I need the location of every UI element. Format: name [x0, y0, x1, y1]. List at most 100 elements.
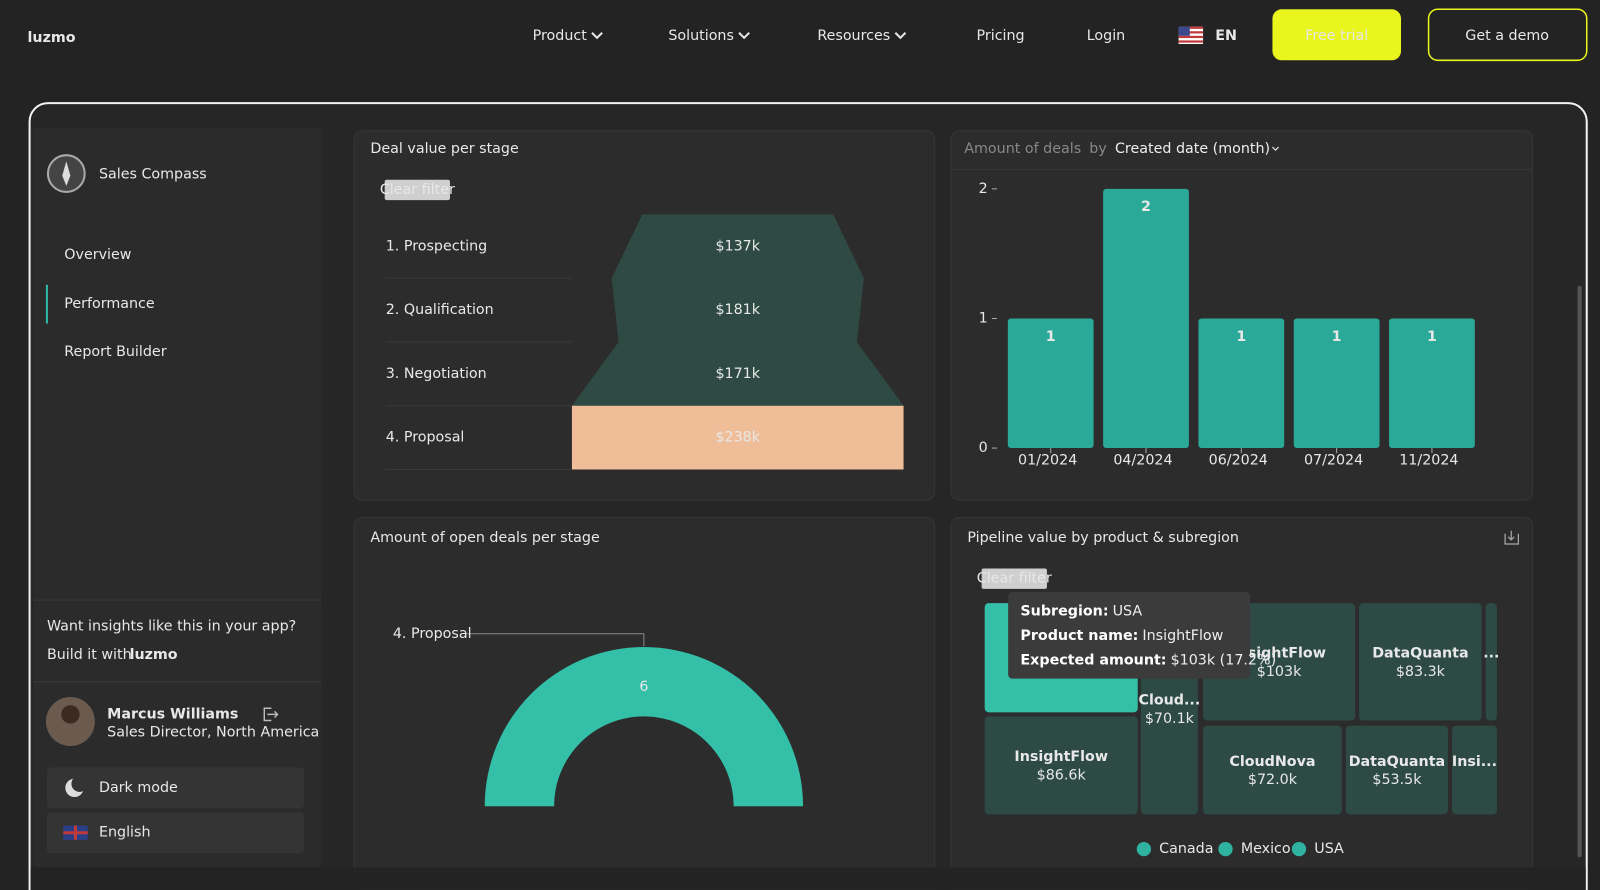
card-title: Pipeline value by product & subregion	[967, 530, 1239, 546]
x-tick-label: 11/2024	[1399, 452, 1458, 468]
trial-label[interactable]: Free trial	[1305, 28, 1368, 44]
logout-icon[interactable]	[263, 707, 279, 722]
cell-label: InsightFlow	[1014, 749, 1108, 765]
tooltip-key: Product name:	[1020, 628, 1138, 644]
cell-label: DataQuanta	[1349, 754, 1445, 770]
tooltip-value: $103k (17.2%)	[1171, 652, 1277, 668]
y-tick-label: 0	[979, 440, 988, 456]
bar[interactable]	[1389, 318, 1475, 449]
measure: Amount of deals	[964, 141, 1081, 157]
cell-label: Cloud...	[1138, 693, 1200, 709]
cell-label: ...	[1483, 646, 1499, 662]
cell-label: InsightFlow	[1232, 646, 1326, 662]
cell-value: $72.0k	[1248, 772, 1298, 788]
bar-label: 1	[1332, 329, 1342, 345]
dimension[interactable]: Created date (month)	[1115, 141, 1270, 157]
moon-cut	[71, 775, 88, 792]
cell-value: $70.1k	[1145, 711, 1195, 727]
promo: Want insights like this in your app?	[47, 619, 296, 635]
bar-label: 1	[1236, 329, 1246, 345]
flag-stripe	[1178, 40, 1204, 43]
funnel-value: $137k	[715, 238, 760, 254]
clear-filter-label[interactable]: Clear filter	[380, 182, 455, 198]
funnel-segment[interactable]	[571, 405, 904, 470]
treemap-cell[interactable]	[1485, 603, 1497, 721]
user-name: Marcus Williams	[107, 706, 238, 722]
gauge-value: 6	[639, 679, 648, 695]
treemap-cell[interactable]	[1345, 725, 1448, 815]
language-toggle[interactable]	[46, 812, 305, 854]
language[interactable]: EN	[1215, 28, 1237, 44]
gauge-category: 4. Proposal	[393, 626, 472, 642]
legend-label[interactable]: Canada	[1159, 841, 1213, 857]
funnel-stage[interactable]: 3. Negotiation	[386, 366, 487, 382]
tooltip-line: Product name: InsightFlow	[1020, 628, 1223, 644]
bottom-strip	[30, 867, 1586, 890]
export-icon[interactable]	[1504, 530, 1519, 545]
logo[interactable]: luzmo	[28, 30, 76, 46]
funnel-stage[interactable]: 1. Prospecting	[386, 238, 488, 254]
sidebar	[33, 128, 322, 868]
x-tick-label: 04/2024	[1113, 452, 1172, 468]
legend-swatch[interactable]	[1291, 841, 1307, 857]
clear-filter-label[interactable]: Clear filter	[977, 571, 1052, 587]
bar[interactable]	[1007, 318, 1094, 449]
cell-label: CloudNova	[1229, 754, 1315, 770]
clear-filter-button[interactable]	[384, 179, 450, 201]
bar[interactable]	[1293, 318, 1380, 449]
funnel-stage[interactable]: 2. Qualification	[386, 302, 494, 318]
gauge-arc[interactable]	[484, 647, 804, 807]
legend-label[interactable]: USA	[1314, 841, 1344, 857]
cell-value: $103k	[1257, 664, 1302, 680]
demo-button[interactable]	[1427, 8, 1588, 62]
active-indicator	[45, 284, 48, 324]
bar[interactable]	[1198, 318, 1285, 449]
scrollbar	[1577, 285, 1582, 858]
y-tick-label: 1	[979, 310, 988, 326]
nav-item[interactable]: Product	[533, 28, 588, 44]
funnel-segment[interactable]	[611, 214, 864, 279]
funnel-value: $171k	[715, 366, 760, 382]
legend-swatch[interactable]	[1136, 841, 1152, 857]
app-title: Sales Compass	[99, 167, 207, 183]
treemap-cell[interactable]	[1359, 603, 1482, 721]
sidebar-menu-item[interactable]: Performance	[64, 296, 155, 312]
dark-mode-toggle[interactable]	[46, 767, 305, 809]
x-tick-label: 07/2024	[1304, 452, 1363, 468]
demo-label[interactable]: Get a demo	[1465, 28, 1549, 44]
build-logo[interactable]: luzmo	[130, 647, 178, 663]
y-tick-label: 2	[979, 181, 988, 197]
bar[interactable]	[1103, 188, 1189, 449]
funnel-segment[interactable]	[611, 278, 864, 342]
tooltip-value: InsightFlow	[1142, 628, 1223, 644]
chevron	[738, 32, 750, 40]
nav-item[interactable]: Login	[1087, 28, 1125, 44]
legend-label[interactable]: Mexico	[1241, 841, 1291, 857]
funnel-value: $238k	[715, 430, 760, 446]
sidebar-menu-item[interactable]: Report Builder	[64, 344, 166, 360]
dark-mode-label: Dark mode	[99, 780, 178, 796]
tooltip-key: Expected amount:	[1020, 652, 1166, 668]
sidebar-menu-item[interactable]: Overview	[64, 247, 131, 263]
flag-stripe	[1178, 31, 1204, 34]
cell-label: DataQuanta	[1372, 646, 1468, 662]
nav-item[interactable]: Solutions	[668, 28, 734, 44]
cell-value: $53.5k	[1372, 772, 1422, 788]
funnel-value: $181k	[715, 302, 760, 318]
tooltip-line: Expected amount: $103k (17.2%)	[1020, 652, 1276, 668]
card	[950, 130, 1534, 501]
bar-label: 1	[1046, 329, 1056, 345]
treemap-cell[interactable]	[1203, 725, 1342, 815]
nav-item[interactable]: Resources	[817, 28, 890, 44]
treemap-cell[interactable]	[1452, 725, 1497, 815]
funnel-stage[interactable]: 4. Proposal	[386, 430, 465, 446]
chevron	[894, 32, 907, 40]
card-title: Amount of open deals per stage	[370, 530, 600, 546]
treemap-cell[interactable]	[984, 716, 1138, 815]
nav-item[interactable]: Pricing	[977, 28, 1025, 44]
x-tick-label: 06/2024	[1209, 452, 1268, 468]
trial-button[interactable]	[1272, 9, 1402, 61]
legend-swatch[interactable]	[1218, 841, 1233, 857]
clear-filter-button[interactable]	[981, 568, 1047, 589]
funnel-segment[interactable]	[571, 341, 904, 406]
